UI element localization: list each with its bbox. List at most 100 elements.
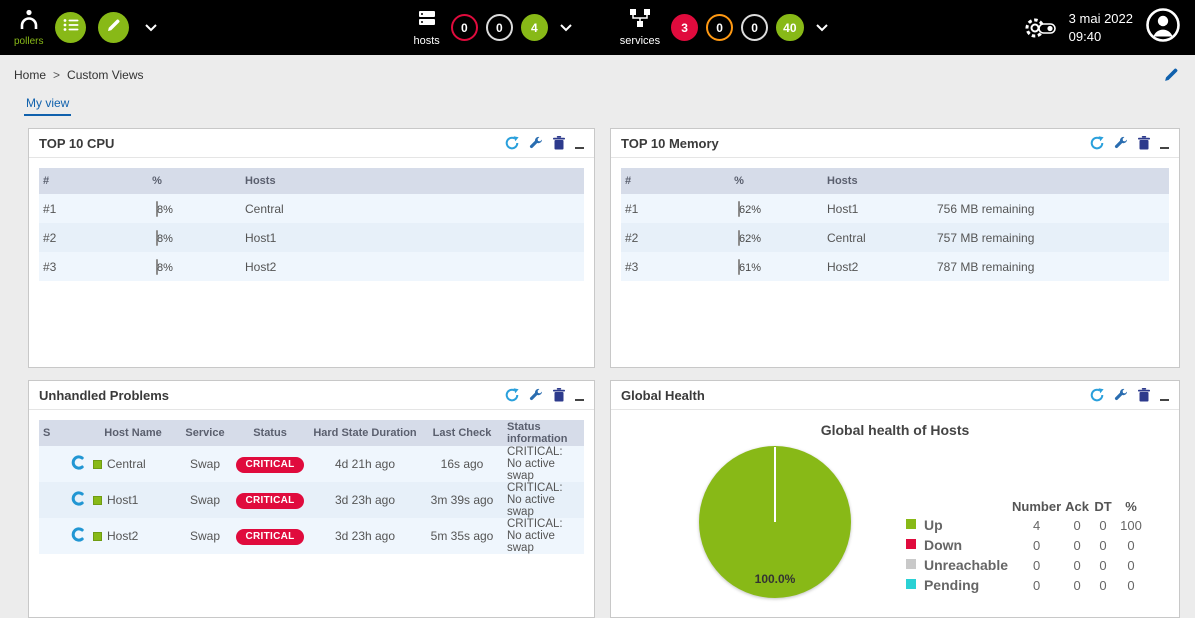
legend-value: 0: [1099, 557, 1107, 573]
breadcrumb-home[interactable]: Home: [14, 68, 47, 82]
trash-icon[interactable]: [1138, 388, 1150, 402]
legend-swatch: [905, 539, 916, 549]
hosts-down-badge[interactable]: 0: [450, 14, 478, 41]
poller-configure-button[interactable]: [98, 12, 130, 43]
clock: 3 mai 2022 09:40: [1069, 10, 1133, 45]
column-header: Host Name: [87, 420, 179, 446]
host-cell[interactable]: Central: [827, 230, 866, 245]
wrench-icon[interactable]: [1114, 136, 1128, 150]
table-row[interactable]: Host2 Swap CRITICAL 3d 23h ago 5m 35s ag…: [39, 518, 584, 554]
legend-label: Unreachable: [923, 557, 1009, 573]
services-chevron-down-icon[interactable]: [812, 20, 832, 36]
dashboard-grid: TOP 10 CPU # % Hosts #1: [28, 128, 1180, 618]
host-cell[interactable]: Host2: [245, 259, 277, 274]
refresh-icon[interactable]: [505, 388, 519, 402]
legend-value: 0: [1099, 537, 1107, 553]
minimize-icon[interactable]: [575, 138, 584, 149]
refresh-icon[interactable]: [505, 136, 519, 150]
edit-view-icon[interactable]: [1163, 67, 1179, 83]
host-name-link[interactable]: Host2: [107, 529, 139, 543]
hosts-chevron-down-icon[interactable]: [556, 20, 576, 36]
hosts-status-group: hosts 0 0 4: [414, 8, 576, 47]
wrench-icon[interactable]: [1114, 388, 1128, 402]
panel-title: TOP 10 CPU: [39, 135, 115, 151]
minimize-icon[interactable]: [575, 390, 584, 401]
cpu-table: # % Hosts #1 8% Central #2: [39, 168, 584, 281]
wrench-icon[interactable]: [529, 388, 543, 402]
legend-value: 0: [1099, 577, 1107, 593]
table-row[interactable]: Host1 Swap CRITICAL 3d 23h ago 3m 39s ag…: [39, 482, 584, 518]
services-label: services: [619, 35, 661, 47]
refresh-icon[interactable]: [1090, 388, 1104, 402]
services-unknown-badge[interactable]: 0: [741, 14, 769, 41]
host-cell[interactable]: Host2: [827, 259, 859, 274]
table-row[interactable]: #1 62% Host1 756 MB remaining: [621, 194, 1169, 223]
panel-title: Unhandled Problems: [39, 387, 170, 403]
service-link[interactable]: Swap: [189, 493, 221, 507]
progress-cell: 8%: [73, 252, 241, 281]
panel-top10-memory-header: TOP 10 Memory: [611, 129, 1179, 158]
table-row[interactable]: #3 8% Host2: [39, 252, 584, 281]
progress-cell: 8%: [73, 223, 241, 252]
legend-swatch: [905, 579, 916, 589]
tab-my-view[interactable]: My view: [24, 93, 72, 116]
hosts-up-badge[interactable]: 4: [520, 14, 548, 41]
legend-header: %: [1125, 499, 1137, 514]
duration-cell: 3d 23h ago: [334, 493, 396, 507]
service-link[interactable]: Swap: [189, 457, 221, 471]
legend-swatch: [905, 559, 916, 569]
duration-cell: 4d 21h ago: [334, 457, 396, 471]
user-avatar[interactable]: [1145, 7, 1181, 48]
hosts-menu[interactable]: hosts: [414, 8, 440, 47]
panel-unhandled-header: Unhandled Problems: [29, 381, 594, 410]
legend-header: DT: [1094, 499, 1112, 514]
panel-top10-cpu: TOP 10 CPU # % Hosts #1: [28, 128, 595, 368]
pencil-icon: [106, 18, 121, 38]
services-menu[interactable]: services: [620, 8, 660, 47]
table-row[interactable]: #3 61% Host2 787 MB remaining: [621, 252, 1169, 281]
hosts-unreachable-badge[interactable]: 0: [485, 14, 513, 41]
host-cell[interactable]: Central: [245, 201, 284, 216]
progress-cell: 8%: [73, 194, 241, 223]
clock-time: 09:40: [1068, 28, 1102, 44]
table-row[interactable]: Central Swap CRITICAL 4d 21h ago 16s ago…: [39, 446, 584, 482]
table-row[interactable]: #2 62% Central 757 MB remaining: [621, 223, 1169, 252]
column-header: Last Check: [421, 420, 503, 446]
panel-title: TOP 10 Memory: [621, 135, 719, 151]
pollers-button[interactable]: pollers: [14, 8, 43, 47]
table-row[interactable]: #2 8% Host1: [39, 223, 584, 252]
trash-icon[interactable]: [1138, 136, 1150, 150]
services-warning-badge[interactable]: 0: [706, 14, 734, 41]
host-cell[interactable]: Host1: [827, 201, 859, 216]
breadcrumb-separator: >: [53, 68, 61, 82]
service-link[interactable]: Swap: [189, 529, 221, 543]
wrench-icon[interactable]: [529, 136, 543, 150]
legend-value: 100: [1120, 517, 1142, 533]
minimize-icon[interactable]: [1160, 138, 1169, 149]
settings-toggle-icon[interactable]: [1023, 15, 1057, 41]
minimize-icon[interactable]: [1160, 390, 1169, 401]
services-critical-badge[interactable]: 3: [671, 14, 699, 41]
services-icon: [629, 8, 651, 33]
rank-cell: #2: [43, 230, 57, 245]
breadcrumb-current[interactable]: Custom Views: [67, 68, 144, 82]
hosts-health-pie-chart: 100.0%: [699, 446, 851, 598]
pollers-chevron-down-icon[interactable]: [141, 20, 161, 36]
rank-cell: #1: [625, 201, 639, 216]
refresh-icon[interactable]: [1090, 136, 1104, 150]
trash-icon[interactable]: [553, 388, 565, 402]
legend-row: Up 4 0 0 100: [904, 515, 1147, 535]
services-ok-badge[interactable]: 40: [776, 14, 804, 41]
progress-cell: 62%: [655, 194, 823, 223]
status-info-cell: CRITICAL: No active swap: [507, 446, 563, 482]
trash-icon[interactable]: [553, 136, 565, 150]
column-header: #: [39, 168, 73, 194]
host-name-link[interactable]: Host1: [107, 493, 139, 507]
table-row[interactable]: #1 8% Central: [39, 194, 584, 223]
host-name-link[interactable]: Central: [107, 457, 146, 471]
column-header: [933, 168, 1169, 194]
poller-list-button[interactable]: [55, 12, 87, 43]
host-cell[interactable]: Host1: [245, 230, 277, 245]
chart-title: Global health of Hosts: [820, 422, 970, 438]
panel-unhandled-problems: Unhandled Problems S Host Name Service S…: [28, 380, 595, 618]
